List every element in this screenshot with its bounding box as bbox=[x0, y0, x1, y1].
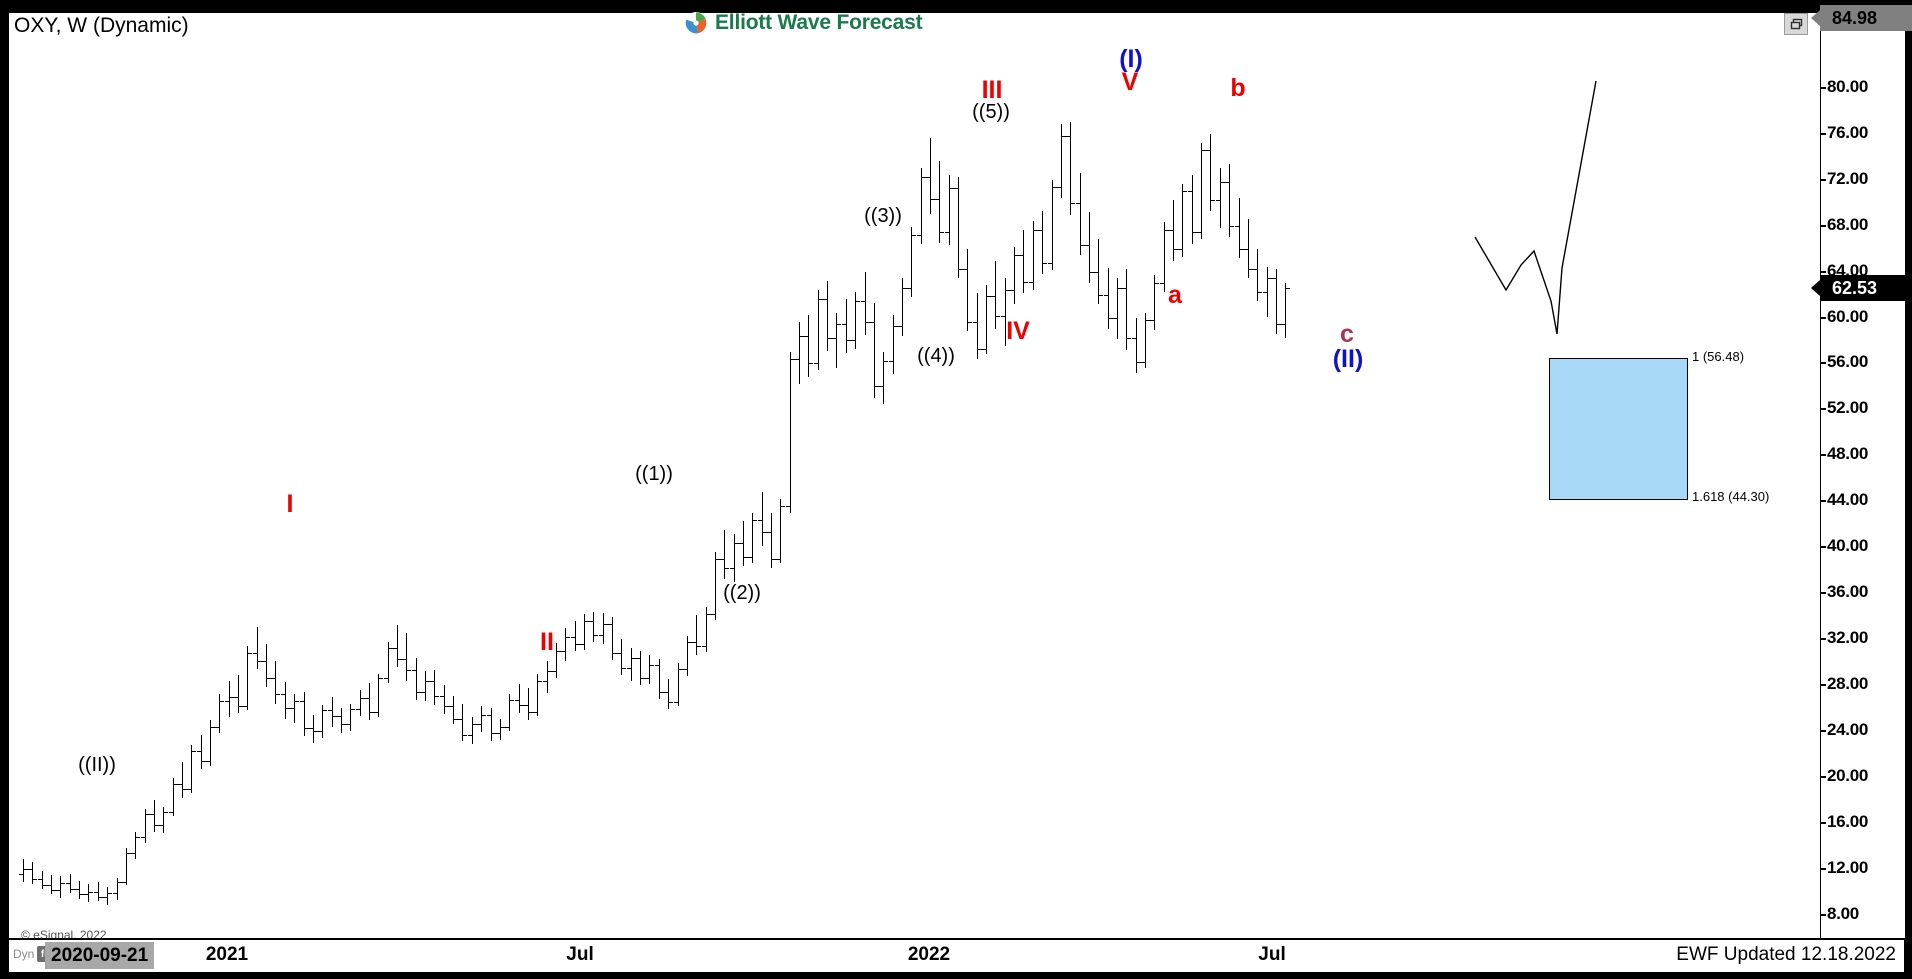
wave-label-II-supercycle: ((II)) bbox=[78, 754, 116, 776]
wave-label-a: a bbox=[1168, 281, 1182, 309]
price-tick-label: 36.00 bbox=[1827, 582, 1869, 602]
wave-label-5: ((5)) bbox=[972, 101, 1010, 123]
wave-label-1: ((1)) bbox=[635, 463, 673, 485]
time-tick-label: Jul bbox=[1258, 944, 1286, 965]
price-tick-label: 32.00 bbox=[1827, 628, 1869, 648]
wave-label-V: V bbox=[1121, 68, 1139, 96]
wave-label-2: ((2)) bbox=[723, 582, 761, 604]
price-tick-label: 24.00 bbox=[1827, 720, 1869, 740]
wave-label-4: ((4)) bbox=[917, 345, 955, 367]
wave-label-circle-II: (II) bbox=[1332, 345, 1364, 373]
time-cursor-badge: 2020-09-21 bbox=[45, 942, 155, 969]
time-tick-label: Jul bbox=[566, 944, 594, 965]
wave-label-c: c bbox=[1340, 320, 1354, 348]
time-tick-label: 2022 bbox=[907, 944, 951, 965]
chart-plot-area[interactable]: 1 (56.48) 1.618 (44.30) ((II)) I II ((1))((… bbox=[9, 13, 1820, 938]
price-tick-label: 80.00 bbox=[1827, 76, 1869, 96]
page-title: OXY, W (Dynamic) bbox=[14, 14, 189, 37]
time-axis[interactable]: Dyn fe 2020-09-21 EWF Updated 12.18.2022… bbox=[9, 939, 1904, 972]
ewf-swirl-logo-icon bbox=[685, 12, 707, 34]
wave-label-III: III bbox=[981, 76, 1003, 104]
price-tick-label: 20.00 bbox=[1827, 766, 1869, 786]
wave-label-b: b bbox=[1230, 74, 1246, 102]
price-tick-label: 52.00 bbox=[1827, 398, 1869, 418]
last-price-badge: 62.53 bbox=[1811, 275, 1912, 302]
price-axis[interactable]: 80.00 76.00 72.00 68.00 64.00 60.00 56.00 52.00… bbox=[1820, 13, 1905, 938]
annotation-overlay bbox=[1474, 80, 1597, 335]
wave-label-I: I bbox=[286, 490, 294, 518]
brand-logo: Elliott Wave Forecast bbox=[684, 11, 923, 35]
elliott-wave-projection-path bbox=[1474, 80, 1597, 335]
price-tick-label: 64.00 bbox=[1827, 260, 1869, 280]
price-tick-label: 16.00 bbox=[1827, 812, 1869, 832]
restore-window-icon[interactable] bbox=[1784, 13, 1808, 35]
price-tick-label: 72.00 bbox=[1827, 168, 1869, 188]
price-tick-label: 8.00 bbox=[1827, 904, 1859, 924]
dyn-label: Dyn bbox=[13, 947, 35, 961]
period-high-badge: 84.98 bbox=[1811, 5, 1912, 31]
fib-top-label: 1 (56.48) bbox=[1692, 348, 1745, 364]
fibonacci-target-zone bbox=[1549, 357, 1688, 500]
fib-bottom-label: 1.618 (44.30) bbox=[1692, 488, 1770, 504]
wave-label-II: II bbox=[540, 628, 554, 656]
time-tick-label: 2021 bbox=[205, 944, 249, 965]
wave-label-circle-I: (I) bbox=[1119, 45, 1143, 73]
price-tick-label: 60.00 bbox=[1827, 306, 1869, 326]
wave-label-IV: IV bbox=[1006, 317, 1030, 345]
price-tick-label: 12.00 bbox=[1827, 858, 1869, 878]
price-tick-label: 28.00 bbox=[1827, 674, 1869, 694]
price-tick-label: 40.00 bbox=[1827, 536, 1869, 556]
brand-name: Elliott Wave Forecast bbox=[715, 11, 923, 34]
price-tick-label: 44.00 bbox=[1827, 490, 1869, 510]
ohlc-bars-layer bbox=[9, 13, 1820, 938]
price-tick-label: 68.00 bbox=[1827, 214, 1869, 234]
price-tick-label: 56.00 bbox=[1827, 352, 1869, 372]
updated-stamp: EWF Updated 12.18.2022 bbox=[1676, 944, 1896, 965]
price-tick-label: 48.00 bbox=[1827, 444, 1869, 464]
wave-label-3: ((3)) bbox=[864, 205, 902, 227]
esignal-watermark: © eSignal, 2022 bbox=[21, 928, 107, 938]
price-tick-label: 76.00 bbox=[1827, 122, 1869, 142]
